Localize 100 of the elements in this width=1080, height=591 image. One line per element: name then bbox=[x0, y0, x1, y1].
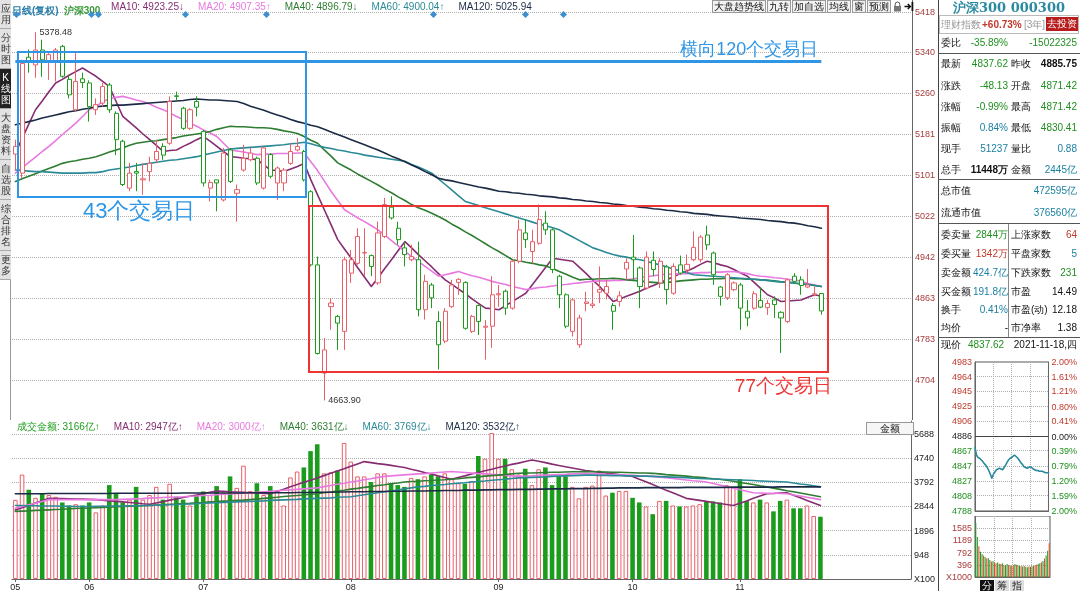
candlestick bbox=[604, 279, 609, 300]
candlestick bbox=[100, 82, 105, 108]
y2-tick-label: 0.39% bbox=[1051, 446, 1078, 457]
candlestick bbox=[268, 152, 273, 179]
y2-tick-label: 1.61% bbox=[1051, 371, 1078, 382]
bar bbox=[556, 476, 562, 579]
bar bbox=[355, 476, 360, 579]
text: 191.8亿 bbox=[972, 286, 1008, 298]
bar bbox=[798, 508, 803, 579]
text: MA120: 3532亿↑ bbox=[445, 420, 521, 432]
bar bbox=[677, 506, 682, 579]
x-tick-label: 11 bbox=[735, 581, 745, 591]
y-tick-label: 4925 bbox=[951, 401, 972, 412]
y-tick-label: 4847 bbox=[951, 460, 972, 471]
bar bbox=[194, 495, 199, 579]
bar bbox=[751, 502, 756, 579]
candlestick bbox=[550, 227, 555, 274]
bar bbox=[19, 474, 25, 579]
text: 理财指数 bbox=[941, 19, 981, 31]
bar bbox=[563, 476, 568, 579]
candlestick bbox=[611, 302, 616, 331]
text: 委买量 bbox=[941, 248, 971, 260]
text: 涨幅 bbox=[941, 101, 961, 113]
candlestick bbox=[651, 250, 656, 277]
y-tick-label: X100 bbox=[913, 574, 936, 584]
bar bbox=[811, 515, 816, 579]
bar bbox=[288, 477, 293, 579]
bar bbox=[442, 473, 448, 579]
annotation: 43个交易日 bbox=[83, 198, 196, 223]
text: 平盘家数 bbox=[1011, 248, 1051, 260]
bar bbox=[583, 486, 588, 579]
text: 0.84% bbox=[979, 122, 1008, 134]
text: MA60: 3769亿↓ bbox=[362, 420, 432, 432]
y2-tick-label: 2.00% bbox=[1051, 506, 1078, 516]
bar bbox=[630, 497, 635, 579]
button: 大盘趋势线 bbox=[712, 0, 766, 13]
text: 下跌家数 bbox=[1011, 267, 1051, 279]
text: 昨收 bbox=[1011, 58, 1031, 70]
tab: K线图 bbox=[0, 69, 11, 109]
tab: 筹 bbox=[995, 580, 1009, 591]
text: 市盈 bbox=[1011, 286, 1031, 298]
bar bbox=[496, 458, 501, 579]
line-series bbox=[14, 459, 822, 511]
candlestick bbox=[134, 162, 139, 192]
bar bbox=[408, 477, 414, 579]
candlestick bbox=[80, 72, 85, 89]
candlestick bbox=[228, 147, 233, 184]
candlestick bbox=[362, 227, 367, 277]
text: 流通市值 bbox=[941, 207, 981, 219]
y-tick-label: 1585 bbox=[951, 523, 972, 534]
bar bbox=[207, 495, 213, 579]
bar bbox=[650, 514, 655, 579]
candlestick bbox=[167, 95, 172, 146]
bar bbox=[429, 474, 434, 579]
text: MA120: 5025.94 bbox=[458, 0, 533, 12]
y-tick-label: 5260 bbox=[914, 88, 936, 99]
candlestick bbox=[631, 234, 636, 281]
bar bbox=[26, 489, 32, 579]
bar bbox=[328, 472, 333, 579]
text: 最低 bbox=[1011, 122, 1031, 134]
bar bbox=[489, 433, 494, 579]
bar bbox=[509, 469, 515, 579]
y-tick-label: 4740 bbox=[913, 453, 935, 464]
candlestick bbox=[772, 295, 777, 319]
bar bbox=[187, 505, 193, 579]
text: MA60: 4900.04↑ bbox=[371, 0, 445, 12]
bar bbox=[744, 500, 749, 579]
candlestick bbox=[812, 286, 817, 297]
candlestick bbox=[322, 337, 327, 401]
bar bbox=[140, 499, 146, 579]
bar bbox=[314, 444, 320, 579]
text: 最新 bbox=[941, 58, 961, 70]
candlestick bbox=[463, 280, 468, 331]
annotation: 77个交易日 bbox=[734, 375, 832, 396]
text: 振幅 bbox=[941, 122, 961, 134]
text: MA20: 4907.35↑ bbox=[197, 0, 271, 12]
bar bbox=[13, 499, 18, 579]
candlestick bbox=[234, 183, 240, 223]
bar bbox=[670, 505, 676, 579]
text: 4871.42 bbox=[1040, 80, 1077, 92]
bar bbox=[147, 495, 152, 579]
bar bbox=[395, 485, 401, 579]
button: 九转 bbox=[767, 0, 791, 13]
bar bbox=[730, 487, 736, 579]
candlestick bbox=[295, 137, 300, 153]
text: 量比 bbox=[1011, 143, 1031, 155]
tab: 指 bbox=[1010, 580, 1024, 591]
bar bbox=[791, 508, 796, 579]
text: 委卖量 bbox=[941, 229, 971, 241]
button: 去投资 bbox=[1046, 17, 1078, 31]
text: 总市值 bbox=[941, 185, 971, 197]
y-tick-label: 4783 bbox=[914, 334, 936, 345]
candlestick bbox=[557, 274, 562, 309]
text: 4837.62 bbox=[971, 58, 1008, 70]
y2-tick-label: 0.41% bbox=[1051, 416, 1078, 427]
bar bbox=[46, 495, 52, 579]
y-tick-label: 5418 bbox=[914, 6, 936, 17]
text: 5 bbox=[1071, 248, 1077, 260]
text: 12.18 bbox=[1051, 304, 1077, 316]
bar bbox=[402, 486, 407, 579]
